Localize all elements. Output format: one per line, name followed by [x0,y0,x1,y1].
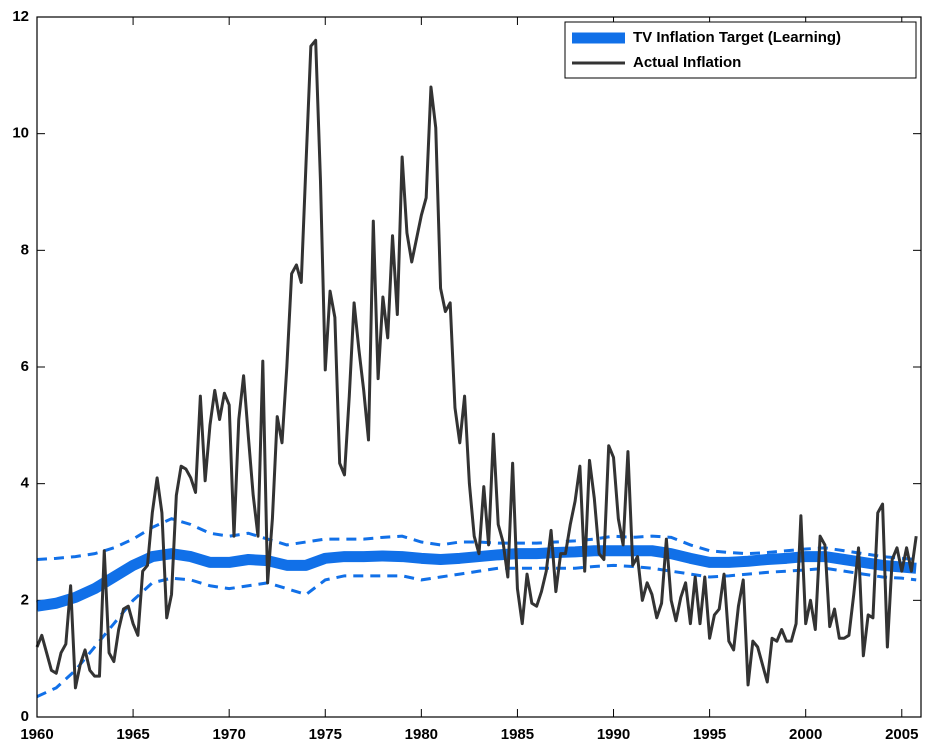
band-upper [36,517,917,561]
x-tick-label: 1980 [405,726,438,743]
x-tick-label: 1985 [501,726,534,743]
x-tick-label: 1965 [116,726,149,743]
legend-label: TV Inflation Target (Learning) [633,29,841,46]
y-tick-label: 0 [21,708,29,725]
legend-label: Actual Inflation [633,54,741,71]
y-tick-label: 8 [21,241,29,258]
x-tick-label: 1995 [693,726,726,743]
y-tick-label: 10 [12,125,29,142]
legend: TV Inflation Target (Learning) Actual Inf… [564,21,917,79]
x-tick-label: 1970 [212,726,245,743]
legend-box [564,21,917,79]
target-line [36,545,917,612]
x-tick-label: 1960 [20,726,53,743]
y-tick-label: 12 [12,8,29,25]
x-tick-label: 1990 [597,726,630,743]
y-tick-label: 2 [21,591,29,608]
x-tick-label: 1975 [309,726,342,743]
plot-frame [36,16,922,718]
y-tick-label: 6 [21,358,29,375]
band-lower [36,563,917,698]
x-tick-label: 2005 [885,726,918,743]
y-tick-label: 4 [21,475,30,492]
x-tick-label: 2000 [789,726,822,743]
actual-line [35,38,918,690]
